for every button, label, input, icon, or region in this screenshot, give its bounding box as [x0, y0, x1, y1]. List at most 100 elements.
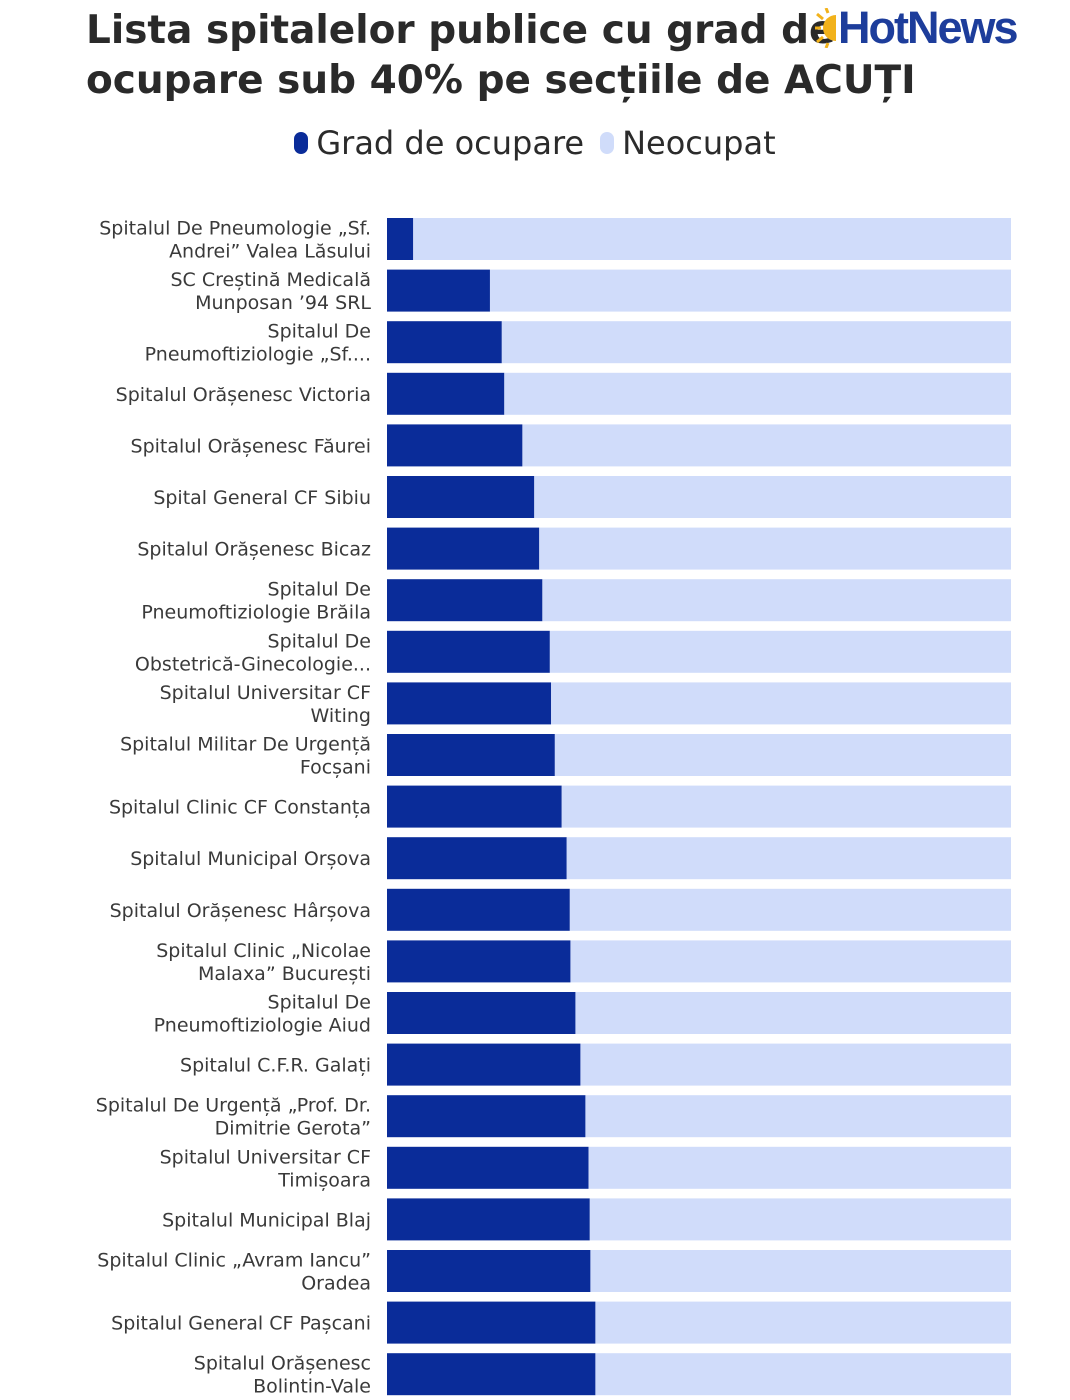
bar-unoccupied — [551, 682, 1011, 725]
category-label: Spitalul Orășenesc Victoria — [116, 384, 371, 406]
category-label-line: Spitalul Clinic „Nicolae — [156, 940, 371, 962]
bar-occupied — [387, 321, 502, 364]
bar-unoccupied — [542, 579, 1011, 622]
category-label: Spitalul De Urgență „Prof. Dr. Dimitrie G… — [96, 1095, 371, 1140]
category-label-line: Spitalul Orășenesc — [194, 1353, 371, 1375]
bar-unoccupied — [569, 888, 1011, 931]
bar-occupied — [387, 630, 550, 673]
category-label-line: Spitalul Universitar CF — [160, 1146, 371, 1168]
category-label: Spitalul Universitar CF Timișoara — [160, 1146, 371, 1191]
category-label-line: Timișoara — [277, 1169, 371, 1191]
category-label-line: Malaxa” București — [198, 963, 371, 985]
bar-unoccupied — [539, 527, 1011, 570]
category-label-line: Spitalul De — [268, 992, 371, 1014]
category-label-line: Obstetrică-Ginecologie... — [135, 653, 371, 675]
category-label: Spitalul De Pneumoftiziologie Aiud — [154, 992, 371, 1037]
category-label-line: Spitalul Clinic CF Constanța — [109, 797, 371, 819]
bar-occupied — [387, 1043, 581, 1086]
category-label: Spitalul Orășenesc Hârșova — [110, 900, 371, 922]
bar-occupied — [387, 734, 555, 776]
legend-swatch-occupied — [294, 132, 309, 154]
category-label: Spitalul De Pneumologie „Sf. Andrei” Vale… — [99, 218, 371, 263]
title-line-2: ocupare sub 40% pe secțiile de ACUȚI — [86, 58, 916, 103]
chart-title: Lista spitalelor publice cu grad de ocup… — [86, 6, 916, 106]
category-label-line: Pneumoftiziologie „Sf.... — [145, 344, 371, 366]
category-label: Spitalul De Pneumoftiziologie „Sf.... — [145, 321, 371, 366]
bar-occupied — [387, 1250, 591, 1292]
category-label: Spitalul Municipal Orșova — [130, 848, 371, 870]
bar-occupied — [387, 372, 505, 415]
category-label-line: SC Creștină Medicală — [170, 269, 371, 291]
bar-unoccupied — [585, 1095, 1011, 1138]
category-label-line: Spitalul Militar De Urgență — [120, 734, 371, 756]
bar-unoccupied — [588, 1146, 1011, 1189]
title-line-1: Lista spitalelor publice cu grad de — [86, 8, 836, 53]
bar-occupied — [387, 940, 571, 983]
category-label-line: Spitalul Orășenesc Hârșova — [110, 900, 371, 922]
category-label: Spitalul De Obstetrică-Ginecologie... — [135, 630, 371, 675]
legend-swatch-unoccupied — [600, 132, 615, 154]
hotnews-logo: HotNews — [814, 2, 1019, 53]
category-label-line: Spitalul De Urgență „Prof. Dr. — [96, 1095, 371, 1117]
bar-occupied — [387, 682, 552, 725]
logo-text: HotNews — [838, 2, 1019, 53]
bar-unoccupied — [522, 424, 1011, 467]
category-label-line: Spitalul General CF Pașcani — [111, 1313, 371, 1335]
category-label: Spitalul Orășenesc Bicaz — [137, 539, 371, 561]
category-label: Spitalul Militar De Urgență Focșani — [120, 734, 371, 779]
bar-occupied — [387, 269, 490, 312]
bar-unoccupied — [580, 1043, 1011, 1086]
bar-chart: Spitalul De Pneumologie „Sf. Andrei” Vale… — [96, 218, 1012, 1398]
bar-unoccupied — [589, 1198, 1011, 1241]
legend-item-unoccupied: Neocupat — [600, 124, 776, 162]
bar-occupied — [387, 218, 414, 260]
category-label-line: Spitalul Orășenesc Bicaz — [137, 539, 371, 561]
bar-occupied — [387, 1301, 596, 1344]
legend-label-occupied: Grad de ocupare — [316, 124, 585, 162]
bar-occupied — [387, 1095, 586, 1138]
category-label-line: Spitalul Municipal Orșova — [130, 848, 371, 870]
category-label-line: Bolintin-Vale — [253, 1376, 371, 1398]
category-label-line: Munposan ’94 SRL — [195, 292, 371, 314]
bar-occupied — [387, 1353, 596, 1396]
category-label: Spitalul Clinic CF Constanța — [109, 797, 371, 819]
category-label-line: Spitalul De — [268, 321, 371, 343]
category-label: Spitalul Orășenesc Făurei — [131, 435, 371, 457]
bar-unoccupied — [534, 476, 1011, 518]
bar-occupied — [387, 579, 543, 622]
bar-occupied — [387, 476, 535, 518]
bar-unoccupied — [504, 372, 1011, 415]
bar-unoccupied — [595, 1301, 1011, 1344]
bar-occupied — [387, 1146, 589, 1189]
category-label: Spitalul Clinic „Nicolae Malaxa” Bucureșt… — [156, 940, 371, 985]
category-label-line: Spitalul Universitar CF — [160, 682, 371, 704]
category-label: Spitalul Clinic „Avram Iancu” Oradea — [97, 1250, 371, 1295]
category-label: Spitalul De Pneumoftiziologie Brăila — [141, 579, 371, 624]
category-label-line: Andrei” Valea Lăsului — [169, 241, 371, 263]
bar-occupied — [387, 527, 540, 570]
bar-occupied — [387, 992, 576, 1034]
bar-unoccupied — [501, 321, 1011, 364]
legend-item-occupied: Grad de ocupare — [294, 124, 584, 162]
bar-occupied — [387, 424, 523, 467]
category-label-line: Spitalul De — [268, 579, 371, 601]
category-label: Spitalul Municipal Blaj — [162, 1209, 371, 1231]
bar-unoccupied — [554, 734, 1011, 776]
category-label-line: Spitalul Orășenesc Făurei — [131, 435, 371, 457]
category-label-line: Dimitrie Gerota” — [215, 1118, 371, 1140]
bar-occupied — [387, 888, 570, 931]
category-label: Spitalul Orășenesc Bolintin-Vale — [194, 1353, 371, 1398]
category-label-line: Witing — [311, 705, 371, 727]
sun-icon — [815, 8, 836, 48]
category-label: Spitalul Universitar CF Witing — [160, 682, 371, 727]
category-label-line: Pneumoftiziologie Brăila — [141, 602, 371, 624]
bar-unoccupied — [595, 1353, 1011, 1396]
bar-occupied — [387, 837, 567, 880]
bar-unoccupied — [561, 785, 1011, 828]
bar-unoccupied — [489, 269, 1012, 312]
bar-unoccupied — [413, 218, 1011, 260]
category-label: Spital General CF Sibiu — [153, 487, 371, 509]
bar-unoccupied — [549, 630, 1011, 673]
bar-occupied — [387, 785, 562, 828]
category-label-line: Focșani — [300, 757, 371, 779]
